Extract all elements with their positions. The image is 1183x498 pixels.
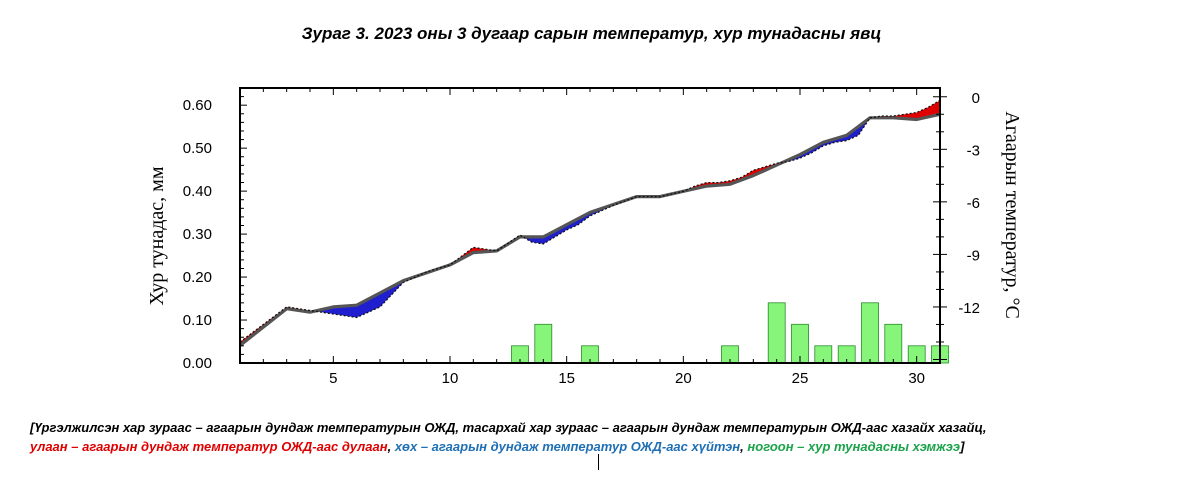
y-axis-label: Хур тунадас, мм <box>146 166 168 305</box>
plot-frame <box>239 87 941 364</box>
x-tick-label: 20 <box>675 370 692 387</box>
chart-canvas: 5 10 15 20 25 30 0.00 0.10 0.20 0.30 0.40 0.50 0.60 0… <box>146 87 1023 387</box>
actual-temperature-line <box>239 99 941 343</box>
warm-anomaly-area <box>688 163 779 191</box>
precipitation-bar <box>884 323 903 364</box>
caption-separator: , <box>387 439 392 454</box>
caption-blue-text: хөх – агаарын дундаж температур ОЖД-аас … <box>394 439 741 454</box>
caption-line-2: улаан – агаарын дундаж температур ОЖД-аа… <box>30 437 1170 456</box>
precipitation-bar <box>861 302 879 364</box>
precipitation-bar <box>767 302 786 364</box>
caption-separator: , <box>740 439 744 454</box>
y-tick-label: 0.50 <box>183 140 212 157</box>
x-tick-label: 5 <box>329 370 337 387</box>
y2-tick-label: -3 <box>967 142 980 159</box>
caption-green-text: ногоон – хур тунадасны хэмжээ <box>747 439 961 454</box>
caption: [Үргэлжилсэн хар зураас – агаарын дундаж… <box>30 418 1170 456</box>
anomaly-fill-layer <box>240 100 940 346</box>
chart-title: Зураг 3. 2023 оны 3 дугаар сарын темпера… <box>301 24 882 43</box>
warm-anomaly-area <box>875 100 940 120</box>
y2-tick-label: -9 <box>967 247 980 264</box>
x-tick-label: 10 <box>442 370 459 387</box>
y-tick-label: 0.00 <box>183 355 212 372</box>
caption-bracket: ] <box>960 439 965 454</box>
x-tick-label: 15 <box>558 370 575 387</box>
y2-tick-label: -12 <box>958 300 980 317</box>
precipitation-bars <box>511 302 949 364</box>
text-cursor <box>598 454 599 470</box>
precipitation-bar <box>534 323 553 364</box>
caption-black-text: [Үргэлжилсэн хар зураас – агаарын дундаж… <box>30 420 987 435</box>
y2-axis-label: Агаарын температур, °C <box>1001 111 1023 319</box>
y-tick-label: 0.10 <box>183 312 212 329</box>
y-tick-label: 0.40 <box>183 183 212 200</box>
y2-tick-label: -6 <box>967 195 980 212</box>
caption-red-text: улаан – агаарын дундаж температур ОЖД-аа… <box>30 439 388 454</box>
temperature-lines <box>239 99 941 347</box>
axes: 5 10 15 20 25 30 0.00 0.10 0.20 0.30 0.40 0.50 0.60 0… <box>183 87 980 387</box>
warm-anomaly-area <box>240 306 313 346</box>
x-tick-label: 30 <box>908 370 925 387</box>
y-tick-label: 0.60 <box>183 97 212 114</box>
y-tick-label: 0.20 <box>183 269 212 286</box>
x-tick-label: 25 <box>792 370 809 387</box>
caption-line-1: [Үргэлжилсэн хар зураас – агаарын дундаж… <box>30 418 1170 437</box>
y2-tick-label: 0 <box>972 90 980 107</box>
y-tick-label: 0.30 <box>183 226 212 243</box>
